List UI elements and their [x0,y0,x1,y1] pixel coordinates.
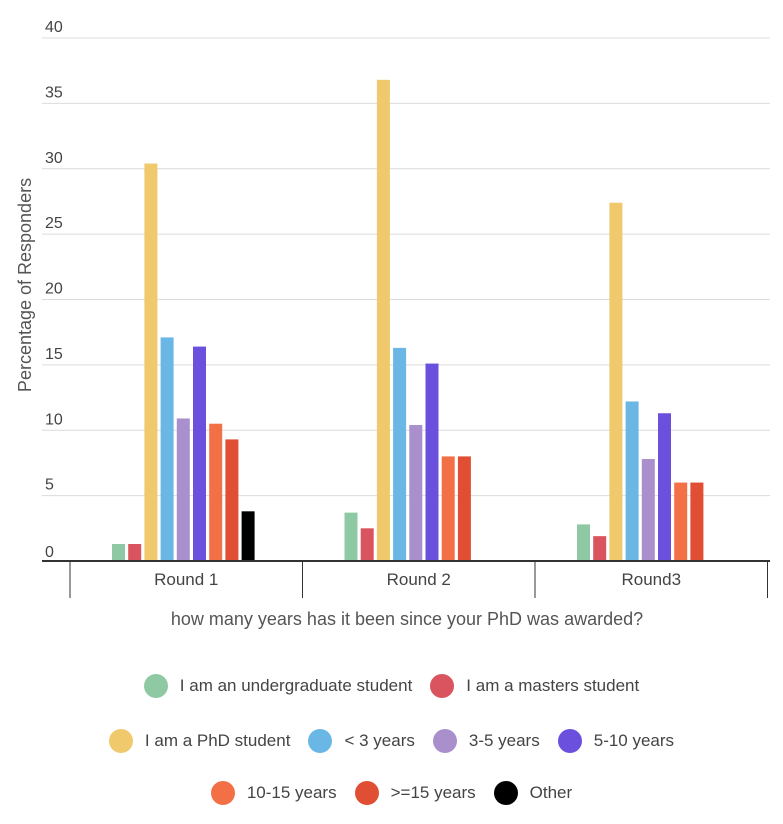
y-tick-label: 5 [45,477,54,494]
bars [112,79,704,561]
legend-swatch [108,729,133,753]
y-tick-label: 40 [45,19,63,36]
legend-item: >=15 years [354,781,476,805]
chart: 0 5 10 15 20 25 30 35 40 Round 1 Round 2 Round3 Pe… [15,19,770,629]
legend-label: I am a masters student [466,676,640,695]
bar [641,459,655,561]
bar [690,482,704,561]
bar [112,544,125,561]
legend-swatch [308,729,333,753]
legend-swatch [432,729,457,753]
legend-item: I am an undergraduate student [143,674,413,698]
legend-swatch [354,781,379,805]
y-axis-label: Percentage of Responders [15,178,35,392]
x-category-label: Round3 [621,570,681,589]
legend-label: Other [529,783,573,802]
bar [457,456,471,561]
legend-label: I am a PhD student [144,731,291,750]
bar [176,418,190,561]
legend-swatch [557,729,582,753]
bar [144,163,158,561]
legend-swatch [143,674,168,698]
legend-item: 3-5 years [432,729,540,753]
bar [193,346,206,561]
x-category-label: Round 1 [154,570,218,589]
y-tick-label: 25 [45,215,63,232]
y-axis-ticks: 0 5 10 15 20 25 30 35 40 [45,19,63,561]
x-category-label: Round 2 [387,570,451,589]
legend-item: I am a masters student [430,674,639,698]
y-tick-label: 15 [45,346,63,363]
bar [225,439,239,561]
bar [409,425,423,561]
legend-item: I am a PhD student [108,729,291,753]
y-tick-label: 10 [45,411,63,428]
y-tick-label: 0 [45,544,54,561]
legend-swatch [493,781,518,805]
legend-label: I am an undergraduate student [179,676,413,695]
bar [609,202,623,561]
bar [241,511,255,561]
y-tick-label: 30 [45,150,63,167]
legend-label: < 3 years [344,731,415,750]
x-axis: Round 1 Round 2 Round3 [42,560,770,598]
bar [625,401,639,561]
bar [593,536,607,561]
legend-item: Other [493,781,573,805]
legend-label: 5-10 years [593,731,675,750]
bar [160,337,174,561]
y-tick-label: 35 [45,84,63,101]
legend-label: 3-5 years [468,731,540,750]
legend-label: 10-15 years [246,783,337,802]
legend-item: 5-10 years [557,729,675,753]
bar [425,363,439,561]
legend-swatch [430,674,455,698]
bar [128,544,142,561]
bar [376,79,390,561]
bar [658,413,671,561]
bar [674,482,688,561]
bar [393,347,407,561]
bar [441,456,455,561]
x-axis-label: how many years has it been since your Ph… [171,609,643,629]
y-tick-label: 20 [45,281,63,298]
legend-item: 10-15 years [210,781,337,805]
legend-item: < 3 years [308,729,415,753]
legend-label: >=15 years [390,783,476,802]
bar [209,423,223,561]
legend-row: 10-15 years >=15 years Other [0,781,783,805]
legend-swatch [210,781,235,805]
bar [360,528,374,561]
bar [344,512,358,561]
legend-row: I am a PhD student < 3 years 3-5 years 5-10… [0,729,783,753]
legend-row: I am an undergraduate student I am a mast… [0,674,783,698]
bar [577,524,590,561]
